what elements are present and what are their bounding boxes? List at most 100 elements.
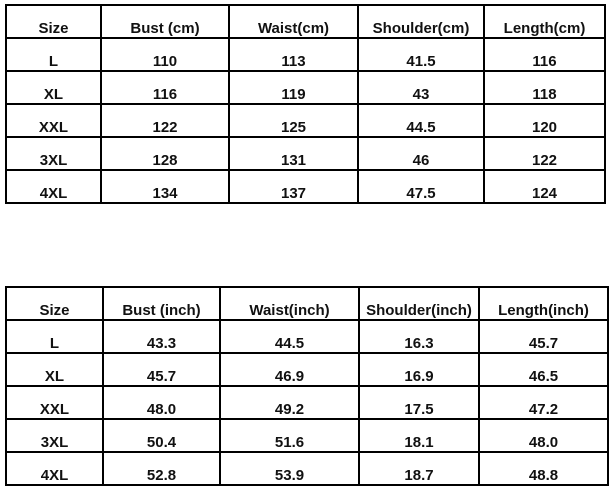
table-cell: 4XL (5, 451, 104, 486)
cell-text: 4XL (39, 185, 68, 202)
table-cell: 134 (100, 169, 230, 204)
table-cell: 44.5 (219, 319, 360, 354)
table-cell: 124 (483, 169, 606, 204)
cell-text: 50.4 (146, 434, 177, 451)
table-cell: 128 (100, 136, 230, 171)
table-cell: 137 (228, 169, 359, 204)
table-cell: 17.5 (358, 385, 480, 420)
cell-text: 18.7 (404, 467, 434, 484)
table-cell: 118 (483, 70, 606, 105)
cell-text: XL (44, 368, 65, 385)
cell-text: Shoulder(cm) (372, 20, 470, 37)
cell-text: XL (43, 86, 64, 103)
cell-text: Size (38, 20, 69, 37)
table-cell: 44.5 (357, 103, 485, 138)
column-header: Length(inch) (478, 286, 609, 321)
column-header: Waist(cm) (228, 4, 359, 39)
cell-text: Waist(inch) (249, 302, 330, 319)
table-row: XXL 122 125 44.5 120 (5, 103, 606, 138)
cell-text: 52.8 (146, 467, 177, 484)
cell-text: XXL (38, 119, 69, 136)
cell-text: 118 (532, 86, 557, 103)
cell-text: Waist(cm) (257, 20, 330, 37)
table-cell: 47.5 (357, 169, 485, 204)
table-cell: 48.8 (478, 451, 609, 486)
size-chart-inch: Size Bust (inch) Waist(inch) Shoulder(inch)… (5, 286, 609, 486)
cell-text: Length(cm) (503, 20, 586, 37)
table-cell: 52.8 (102, 451, 221, 486)
table-cell: 3XL (5, 136, 102, 171)
cell-text: 45.7 (528, 335, 559, 352)
table-cell: 48.0 (102, 385, 221, 420)
cell-text: 48.8 (528, 467, 559, 484)
cell-text: 116 (152, 86, 178, 103)
cell-text: 46.9 (274, 368, 305, 385)
table-row: 3XL 128 131 46 122 (5, 136, 606, 171)
cell-text: 137 (280, 185, 307, 202)
table-cell: 131 (228, 136, 359, 171)
cell-text: 120 (531, 119, 558, 136)
table-cell: 45.7 (478, 319, 609, 354)
table-cell: 116 (100, 70, 230, 105)
table-cell: 41.5 (357, 37, 485, 72)
table-cell: XL (5, 70, 102, 105)
table-cell: 45.7 (102, 352, 221, 387)
table-cell: 43.3 (102, 319, 221, 354)
table-row: 4XL 134 137 47.5 124 (5, 169, 606, 204)
cell-text: 122 (152, 119, 178, 136)
table-row: XXL 48.0 49.2 17.5 47.2 (5, 385, 609, 420)
table-row: L 110 113 41.5 116 (5, 37, 606, 72)
column-header: Size (5, 4, 102, 39)
cell-text: L (49, 335, 60, 352)
table-row: 4XL 52.8 53.9 18.7 48.8 (5, 451, 609, 486)
cell-text: 124 (531, 185, 558, 202)
cell-text: Bust (inch) (122, 302, 201, 319)
cell-text: 125 (280, 119, 307, 136)
table-cell: 18.1 (358, 418, 480, 453)
column-header: Bust (cm) (100, 4, 230, 39)
cell-text: Length(inch) (498, 302, 589, 319)
cell-text: 43 (412, 86, 430, 103)
table-cell: 49.2 (219, 385, 360, 420)
cell-text: 48.0 (528, 434, 559, 451)
table-row: XL 116 119 43 118 (5, 70, 606, 105)
cell-text: 122 (531, 152, 558, 169)
table-row: XL 45.7 46.9 16.9 46.5 (5, 352, 609, 387)
size-chart-cm: Size Bust (cm) Waist(cm) Shoulder(cm) Length… (5, 4, 606, 204)
cell-text: 47.2 (528, 401, 559, 418)
table-cell: 4XL (5, 169, 102, 204)
cell-text: 44.5 (406, 119, 436, 136)
table-row: 3XL 50.4 51.6 18.1 48.0 (5, 418, 609, 453)
cell-text: 46.5 (528, 368, 559, 385)
column-header: Shoulder(inch) (358, 286, 480, 321)
cell-text: 4XL (40, 467, 69, 484)
cell-text: Bust (cm) (130, 20, 200, 37)
cell-text: 53.9 (274, 467, 305, 484)
cell-text: 17.5 (404, 401, 434, 418)
table-cell: 110 (100, 37, 230, 72)
table-cell: 3XL (5, 418, 104, 453)
header-row: Size Bust (cm) Waist(cm) Shoulder(cm) Length… (5, 4, 606, 39)
cell-text: 3XL (40, 434, 69, 451)
cell-text: Shoulder(inch) (366, 302, 472, 319)
cell-text: 131 (280, 152, 307, 169)
cell-text: 49.2 (274, 401, 305, 418)
table-cell: 46.9 (219, 352, 360, 387)
cell-text: 134 (152, 185, 178, 202)
table-cell: 116 (483, 37, 606, 72)
header-row: Size Bust (inch) Waist(inch) Shoulder(inch)… (5, 286, 609, 321)
table-cell: 53.9 (219, 451, 360, 486)
cell-text: Size (39, 302, 70, 319)
table-cell: 18.7 (358, 451, 480, 486)
table-row: L 43.3 44.5 16.3 45.7 (5, 319, 609, 354)
cell-text: 3XL (39, 152, 68, 169)
table-cell: 46.5 (478, 352, 609, 387)
table-cell: 50.4 (102, 418, 221, 453)
table-cell: 47.2 (478, 385, 609, 420)
cell-text: 43.3 (146, 335, 177, 352)
table-cell: XXL (5, 103, 102, 138)
column-header: Shoulder(cm) (357, 4, 485, 39)
cell-text: 119 (281, 86, 306, 103)
cell-text: 18.1 (404, 434, 434, 451)
table-cell: 16.9 (358, 352, 480, 387)
